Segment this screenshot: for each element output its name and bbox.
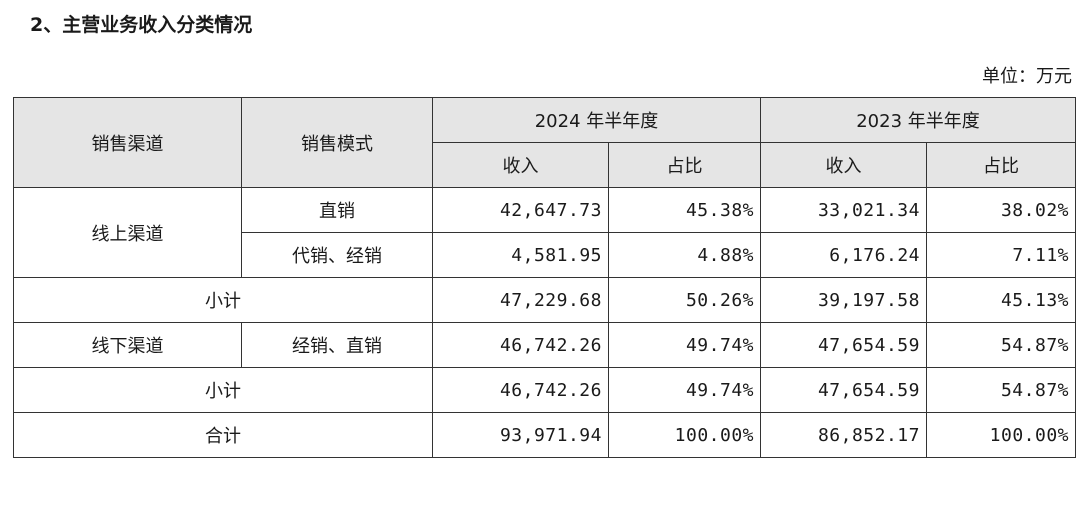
cell-rev-2023: 47,654.59: [760, 322, 927, 368]
cell-share-2023: 54.87%: [926, 322, 1076, 368]
header-revenue-2024: 收入: [432, 142, 609, 188]
unit-label: 单位：万元: [982, 66, 1072, 87]
cell-share-2024: 100.00%: [608, 412, 761, 458]
cell-share-2023: 38.02%: [926, 187, 1076, 233]
section-title: 2、主营业务收入分类情况: [30, 14, 253, 36]
cell-share-2024: 4.88%: [608, 232, 761, 278]
table-row-offline: 线下渠道 经销、直销 46,742.26 49.74% 47,654.59 54…: [13, 322, 1076, 368]
header-row-2: 收入 占比 收入 占比: [14, 142, 1076, 188]
cell-rev-2023: 6,176.24: [760, 232, 927, 278]
header-share-2024: 占比: [608, 142, 761, 188]
cell-rev-2024: 46,742.26: [432, 367, 609, 413]
table-row-online-subtotal: 小计 47,229.68 50.26% 39,197.58 45.13%: [13, 277, 1076, 323]
table-row-offline-subtotal: 小计 46,742.26 49.74% 47,654.59 54.87%: [13, 367, 1076, 413]
cell-total-label: 合计: [13, 412, 433, 458]
cell-subtotal-label: 小计: [13, 367, 433, 413]
cell-share-2024: 50.26%: [608, 277, 761, 323]
cell-mode: 直销: [241, 187, 433, 233]
cell-rev-2023: 86,852.17: [760, 412, 927, 458]
header-mode: 销售模式: [241, 97, 433, 188]
cell-rev-2024: 42,647.73: [432, 187, 609, 233]
cell-mode: 代销、经销: [241, 232, 433, 278]
header-period-2024: 2024 年半年度: [432, 97, 761, 143]
cell-online-channel: 线上渠道: [13, 187, 242, 278]
cell-mode: 经销、直销: [241, 322, 433, 368]
cell-rev-2024: 93,971.94: [432, 412, 609, 458]
cell-rev-2024: 47,229.68: [432, 277, 609, 323]
table-row-online-agent: 代销、经销 4,581.95 4.88% 6,176.24 7.11%: [14, 232, 1076, 278]
cell-rev-2023: 39,197.58: [760, 277, 927, 323]
cell-rev-2024: 4,581.95: [432, 232, 609, 278]
header-channel: 销售渠道: [13, 97, 242, 188]
table-row-online-direct: 线上渠道 直销 42,647.73 45.38% 33,021.34 38.02…: [13, 187, 1076, 278]
cell-rev-2023: 33,021.34: [760, 187, 927, 233]
header-row-1: 销售渠道 销售模式 2024 年半年度 2023 年半年度: [13, 97, 1076, 188]
cell-share-2023: 54.87%: [926, 367, 1076, 413]
cell-offline-channel: 线下渠道: [13, 322, 242, 368]
header-revenue-2023: 收入: [760, 142, 927, 188]
cell-share-2024: 49.74%: [608, 322, 761, 368]
table-row-total: 合计 93,971.94 100.00% 86,852.17 100.00%: [13, 412, 1076, 458]
cell-share-2024: 49.74%: [608, 367, 761, 413]
cell-share-2023: 45.13%: [926, 277, 1076, 323]
revenue-table: 销售渠道 销售模式 2024 年半年度 2023 年半年度 收入 占比 收入 占…: [13, 97, 1076, 458]
cell-share-2024: 45.38%: [608, 187, 761, 233]
cell-rev-2023: 47,654.59: [760, 367, 927, 413]
cell-share-2023: 7.11%: [926, 232, 1076, 278]
header-period-2023: 2023 年半年度: [760, 97, 1076, 143]
cell-rev-2024: 46,742.26: [432, 322, 609, 368]
header-share-2023: 占比: [926, 142, 1076, 188]
cell-share-2023: 100.00%: [926, 412, 1076, 458]
cell-subtotal-label: 小计: [13, 277, 433, 323]
